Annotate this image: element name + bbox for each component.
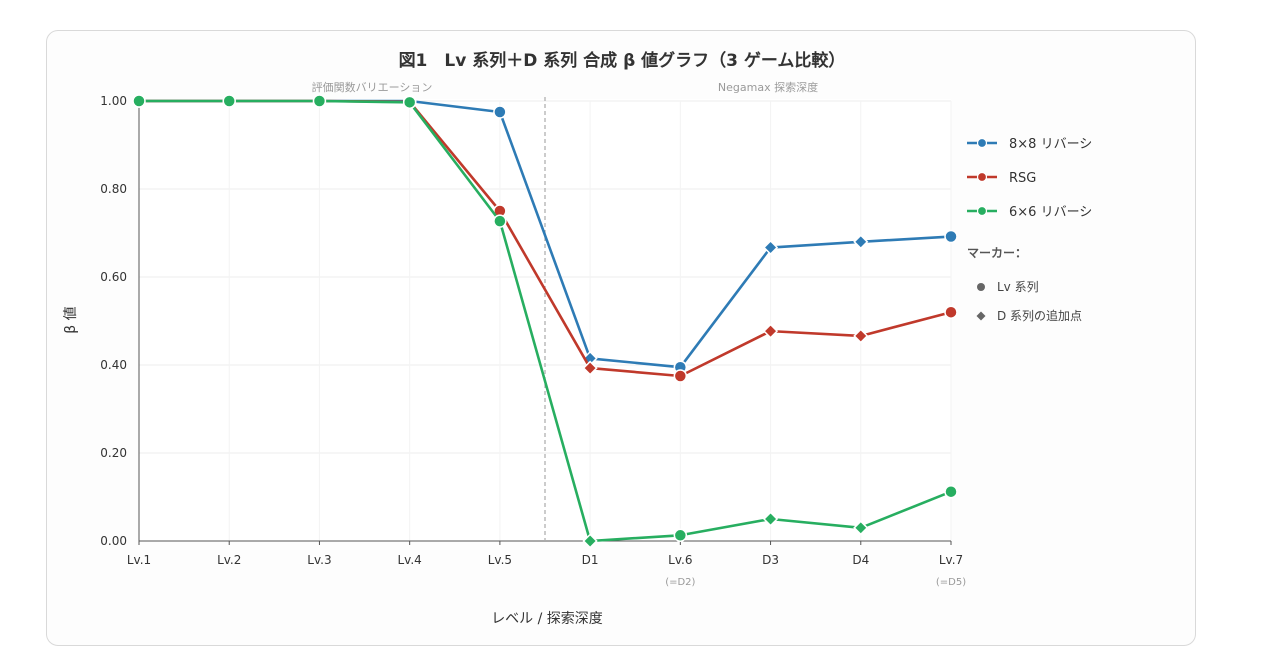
x-tick-label: Lv.6 xyxy=(668,553,692,567)
x-tick-label: D3 xyxy=(762,553,779,567)
legend-label: 6×6 リバーシ xyxy=(1009,205,1092,220)
region-label: 評価関数バリエーション xyxy=(312,80,433,94)
y-tick-label: 0.40 xyxy=(100,358,127,372)
marker-legend-label: Lv 系列 xyxy=(997,280,1039,294)
data-point-diamond xyxy=(762,511,779,527)
region-label: Negamax 探索深度 xyxy=(718,80,818,94)
data-point-diamond xyxy=(582,533,598,549)
x-tick-label: Lv.5 xyxy=(488,553,512,567)
series-line xyxy=(139,99,952,543)
marker-legend-circle-icon xyxy=(977,283,985,291)
legend-label: 8×8 リバーシ xyxy=(1009,137,1092,152)
y-tick-label: 1.00 xyxy=(100,94,127,108)
data-point xyxy=(493,105,507,119)
legend-swatch-marker xyxy=(976,137,988,149)
data-point-diamond xyxy=(853,520,869,536)
data-point xyxy=(312,94,327,108)
data-point xyxy=(402,95,417,110)
y-tick-label: 0.20 xyxy=(100,446,127,460)
data-point xyxy=(673,369,688,383)
marker-legend-label: D 系列の追加点 xyxy=(997,308,1082,323)
x-tick-label: D1 xyxy=(582,553,599,567)
y-tick-label: 0.80 xyxy=(100,182,127,196)
data-point xyxy=(944,484,958,499)
data-point xyxy=(222,94,236,108)
legend-swatch-marker xyxy=(976,171,988,183)
data-point-diamond xyxy=(853,234,869,250)
data-point xyxy=(673,528,688,543)
data-point-diamond xyxy=(762,239,779,256)
marker-legend-title: マーカー： xyxy=(967,246,1027,260)
plot-area xyxy=(139,99,951,541)
data-point xyxy=(132,94,146,108)
x-tick-label: Lv.4 xyxy=(398,553,422,567)
x-axis-label: レベル / 探索深度 xyxy=(491,610,603,627)
beta-line-chart: 図1 Lv 系列＋D 系列 合成 β 値グラフ（3 ゲーム比較） 0.00 0.2… xyxy=(63,50,1092,627)
data-point xyxy=(944,305,958,319)
x-tick-label: Lv.2 xyxy=(217,553,241,567)
x-tick-label: Lv.3 xyxy=(307,553,331,567)
data-point xyxy=(493,214,507,228)
y-tick-label: 0.00 xyxy=(100,534,127,548)
chart-title: 図1 Lv 系列＋D 系列 合成 β 値グラフ（3 ゲーム比較） xyxy=(399,50,846,71)
data-point xyxy=(944,229,958,244)
legend-swatch-marker xyxy=(976,205,988,217)
x-tick-sublabel: (=D2) xyxy=(665,577,695,588)
x-tick-sublabel: (=D5) xyxy=(936,577,966,588)
x-tick-label: D4 xyxy=(852,553,869,567)
y-axis-label: β 値 xyxy=(63,306,79,333)
data-point-diamond xyxy=(762,323,779,339)
x-tick-label: Lv.1 xyxy=(127,553,151,567)
marker-legend-diamond-icon xyxy=(976,311,986,321)
data-point-diamond xyxy=(853,328,869,344)
data-point-diamond xyxy=(582,360,598,376)
y-tick-label: 0.60 xyxy=(100,270,127,284)
legend-label: RSG xyxy=(1009,171,1036,186)
x-tick-label: Lv.7 xyxy=(939,553,963,567)
chart-card: 図1 Lv 系列＋D 系列 合成 β 値グラフ（3 ゲーム比較） 0.00 0.2… xyxy=(46,30,1196,646)
